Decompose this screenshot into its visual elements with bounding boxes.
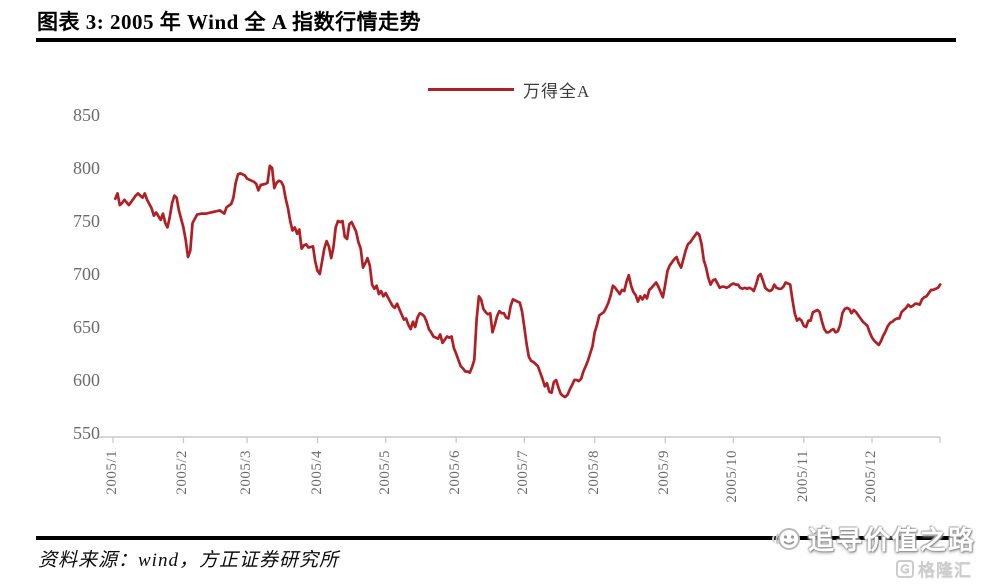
x-axis-label: 2005/4 bbox=[308, 450, 325, 495]
title-underline bbox=[36, 38, 956, 42]
gelonghui-logo-text: 格隆汇 bbox=[918, 561, 972, 580]
y-axis-label: 700 bbox=[73, 264, 100, 284]
watermark: 追寻价值之路 bbox=[772, 520, 976, 557]
footer-rule bbox=[36, 536, 962, 540]
y-axis-label: 750 bbox=[73, 211, 100, 231]
series-line bbox=[113, 164, 942, 399]
x-axis-label: 2005/5 bbox=[376, 450, 393, 495]
x-axis-label: 2005/9 bbox=[656, 450, 673, 495]
legend-label: 万得全A bbox=[523, 82, 591, 101]
y-axis-label: 850 bbox=[73, 105, 100, 125]
x-axis-label: 2005/6 bbox=[447, 450, 464, 495]
x-axis-label: 2005/11 bbox=[794, 450, 811, 503]
x-axis-label: 2005/1 bbox=[104, 450, 120, 495]
gelonghui-mark: 格隆汇 bbox=[896, 556, 972, 581]
smiley-icon bbox=[772, 527, 800, 550]
legend: 万得全A bbox=[428, 77, 590, 102]
gelonghui-logo-icon bbox=[896, 559, 914, 578]
x-axis-label: 2005/10 bbox=[724, 450, 741, 503]
x-axis-label: 2005/2 bbox=[174, 450, 191, 495]
legend-line-swatch bbox=[428, 88, 514, 91]
y-axis-label: 650 bbox=[73, 317, 100, 337]
y-axis-label: 800 bbox=[73, 158, 100, 178]
x-axis-label: 2005/12 bbox=[862, 450, 879, 503]
x-axis-label: 2005/8 bbox=[585, 450, 602, 495]
x-axis-label: 2005/3 bbox=[238, 450, 255, 495]
y-axis-label: 550 bbox=[73, 423, 100, 443]
x-axis-label: 2005/7 bbox=[515, 450, 532, 495]
page-title: 图表 3: 2005 年 Wind 全 A 指数行情走势 bbox=[37, 10, 422, 34]
source-note: 资料来源：wind，方正证券研究所 bbox=[38, 550, 339, 571]
y-axis-label: 600 bbox=[73, 370, 100, 390]
watermark-text: 追寻价值之路 bbox=[808, 526, 977, 555]
